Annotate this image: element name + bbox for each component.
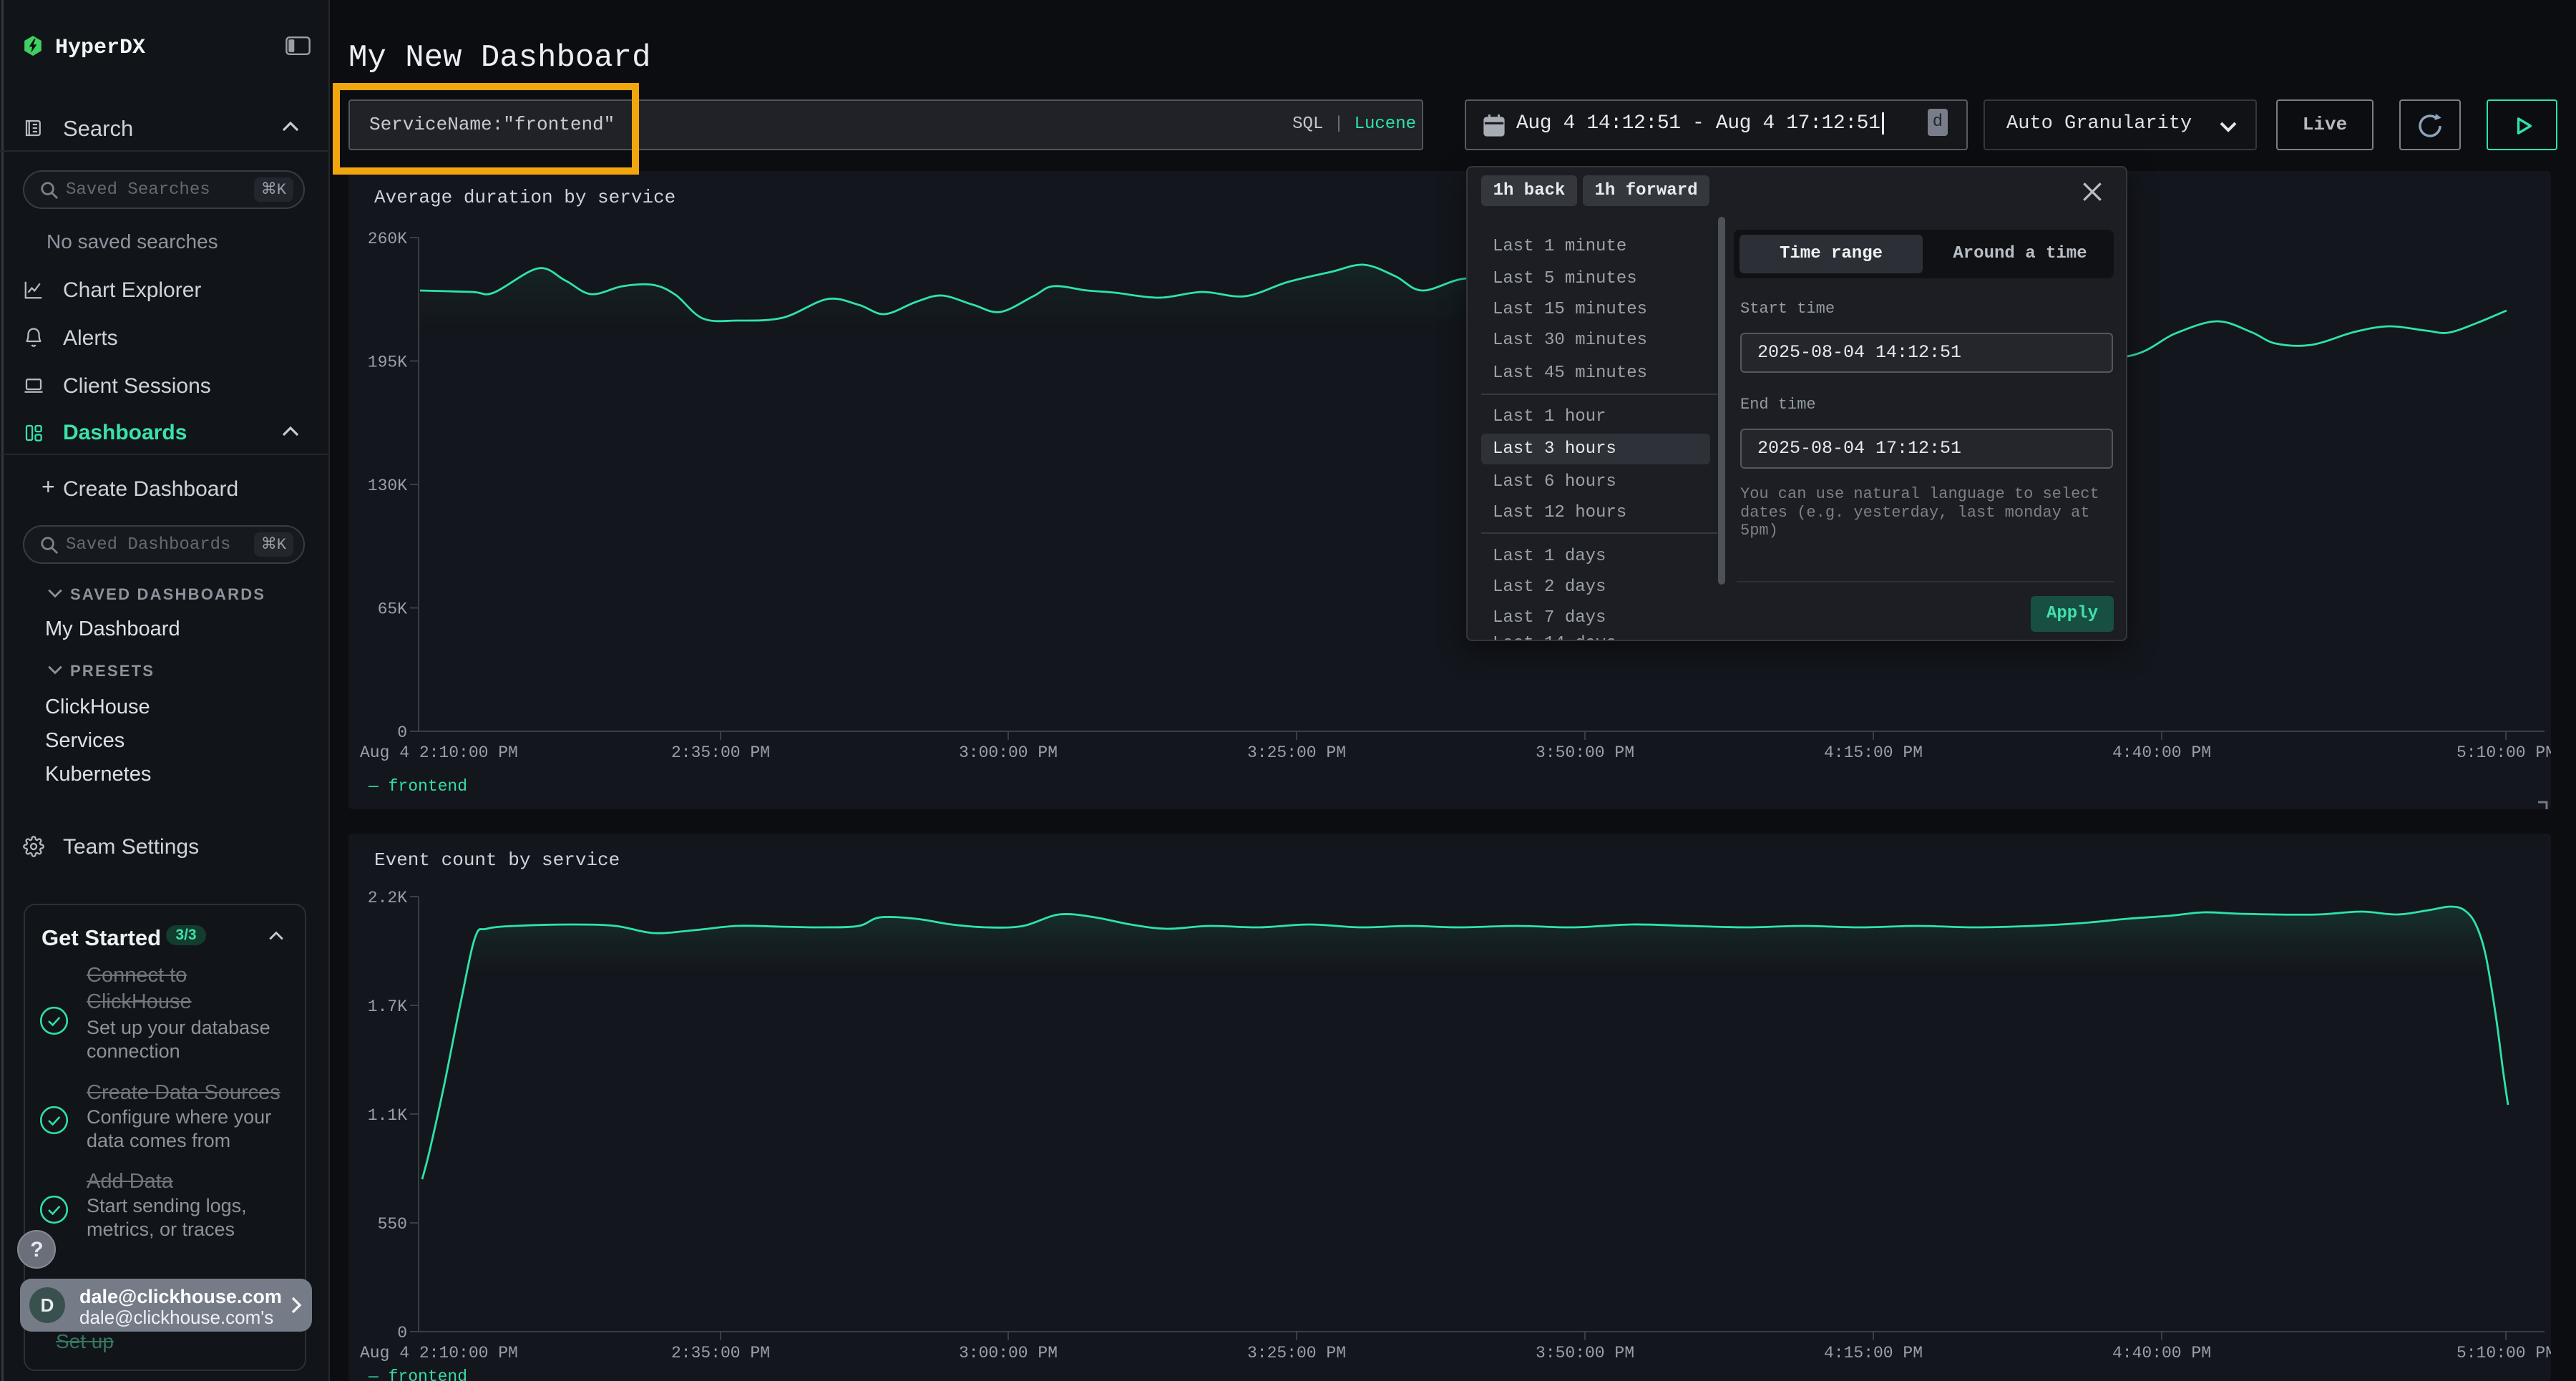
svg-text:550: 550 [378, 1215, 407, 1234]
svg-text:— frontend: — frontend [368, 777, 467, 796]
svg-text:4:40:00 PM: 4:40:00 PM [2112, 1344, 2211, 1362]
svg-text:5:10:00 PM: 5:10:00 PM [2457, 743, 2551, 762]
svg-text:4:15:00 PM: 4:15:00 PM [1824, 743, 1923, 762]
svg-text:4:15:00 PM: 4:15:00 PM [1824, 1344, 1923, 1362]
svg-text:3:25:00 PM: 3:25:00 PM [1247, 1344, 1346, 1362]
svg-text:1.1K: 1.1K [368, 1106, 407, 1125]
svg-text:130K: 130K [368, 477, 407, 495]
svg-text:195K: 195K [368, 353, 407, 372]
svg-text:4:40:00 PM: 4:40:00 PM [2112, 743, 2211, 762]
svg-text:65K: 65K [378, 600, 408, 619]
svg-text:260K: 260K [368, 230, 407, 248]
svg-text:Aug 4 2:10:00 PM: Aug 4 2:10:00 PM [360, 1344, 518, 1362]
svg-text:3:25:00 PM: 3:25:00 PM [1247, 743, 1346, 762]
svg-text:2:35:00 PM: 2:35:00 PM [671, 1344, 770, 1362]
svg-text:0: 0 [397, 723, 407, 742]
svg-text:3:50:00 PM: 3:50:00 PM [1536, 1344, 1634, 1362]
svg-text:3:00:00 PM: 3:00:00 PM [959, 743, 1058, 762]
svg-text:1.7K: 1.7K [368, 997, 407, 1016]
svg-text:3:00:00 PM: 3:00:00 PM [959, 1344, 1058, 1362]
svg-text:0: 0 [397, 1324, 407, 1342]
svg-text:— frontend: — frontend [368, 1367, 467, 1381]
svg-text:2:35:00 PM: 2:35:00 PM [671, 743, 770, 762]
svg-text:3:50:00 PM: 3:50:00 PM [1536, 743, 1634, 762]
svg-text:5:10:00 PM: 5:10:00 PM [2457, 1344, 2551, 1362]
svg-text:2.2K: 2.2K [368, 889, 407, 907]
svg-text:Aug 4 2:10:00 PM: Aug 4 2:10:00 PM [360, 743, 518, 762]
